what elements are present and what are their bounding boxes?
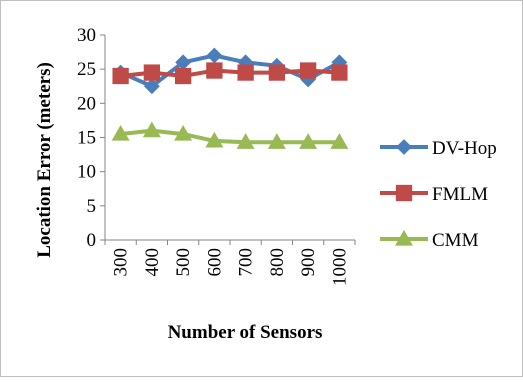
x-tick-label: 500 <box>173 248 194 277</box>
legend: DV-Hop FMLM CMM <box>380 138 497 251</box>
x-axis-title: Number of Sensors <box>168 322 323 343</box>
legend-label: CMM <box>432 230 479 251</box>
data-point <box>143 78 160 95</box>
data-point <box>174 124 193 141</box>
data-point <box>299 62 317 79</box>
x-tick-label: 1000 <box>329 248 350 286</box>
legend-label: DV-Hop <box>432 138 497 159</box>
y-tick-label: 0 <box>87 230 97 251</box>
data-point <box>142 121 161 138</box>
data-point <box>143 64 161 81</box>
data-point <box>396 139 412 155</box>
data-point <box>112 67 129 85</box>
axes: 0 5 10 15 20 25 30 300 400 500 600 700 800 900 1000 <box>77 25 356 286</box>
y-tick-label: 15 <box>77 128 96 149</box>
data-point <box>267 133 286 149</box>
data-point <box>299 133 318 149</box>
x-tick-label: 900 <box>298 248 319 277</box>
data-point <box>111 124 130 141</box>
y-tick-label: 10 <box>77 162 96 183</box>
data-point <box>237 64 254 81</box>
x-tick-label: 700 <box>236 248 257 277</box>
legend-item: DV-Hop <box>380 138 497 159</box>
x-tick-label: 300 <box>111 248 132 277</box>
y-tick-label: 20 <box>77 93 96 114</box>
data-point <box>236 133 255 149</box>
data-point <box>395 184 413 202</box>
y-axis-title: Location Error (meters) <box>34 62 55 258</box>
x-tick-label: 800 <box>267 248 288 277</box>
x-tick-label: 400 <box>142 248 163 277</box>
legend-item: FMLM <box>380 184 488 205</box>
y-tick-label: 25 <box>77 59 96 80</box>
series-layer <box>111 47 349 149</box>
y-tick-label: 5 <box>87 196 97 217</box>
data-point <box>205 131 224 148</box>
data-point <box>174 67 192 85</box>
legend-label: FMLM <box>432 184 488 205</box>
data-point <box>331 64 348 81</box>
y-tick-label: 30 <box>77 25 96 46</box>
data-point <box>330 133 349 149</box>
data-point <box>206 62 223 79</box>
data-point <box>395 229 413 246</box>
data-point <box>268 64 286 81</box>
x-tick-label: 600 <box>204 248 225 277</box>
legend-item: CMM <box>380 229 479 251</box>
